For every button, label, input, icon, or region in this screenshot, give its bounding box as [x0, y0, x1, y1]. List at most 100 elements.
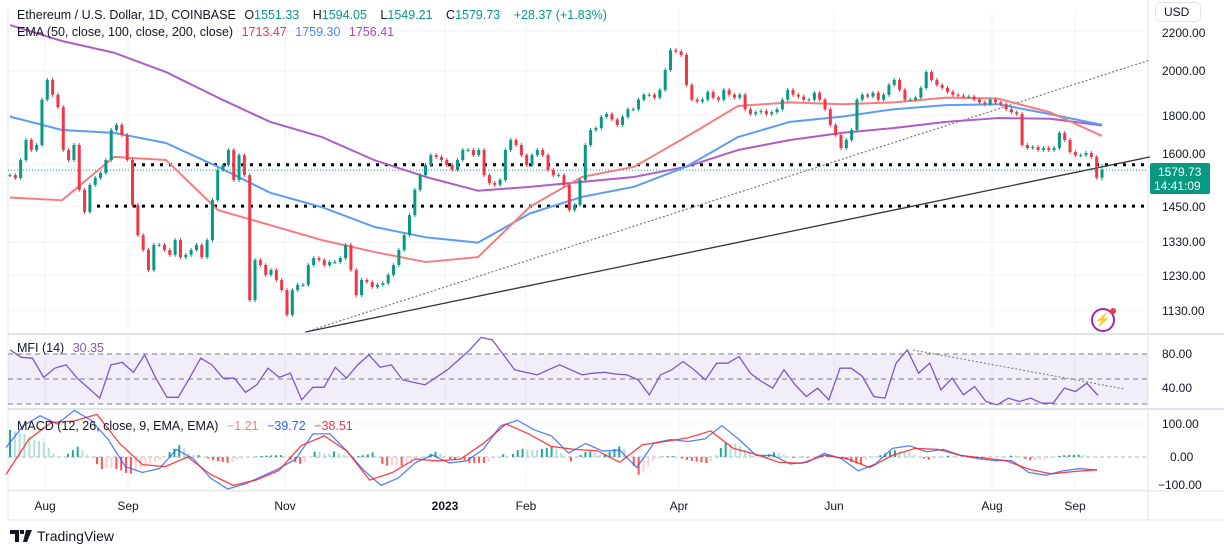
- ema100-value: 1759.30: [295, 25, 341, 39]
- candle: [924, 72, 928, 88]
- macd-histogram-bar: [366, 454, 369, 457]
- candle: [1041, 147, 1045, 151]
- tradingview-logo-icon: [10, 530, 32, 542]
- candle: [269, 270, 273, 275]
- candle: [120, 124, 124, 136]
- macd-histogram-bar: [560, 452, 563, 457]
- macd-tick: 0.00: [1170, 450, 1194, 464]
- candle: [514, 139, 518, 145]
- macd-histogram-bar: [550, 446, 553, 457]
- candle: [24, 139, 28, 161]
- macd-axis[interactable]: 100.00 0.00 −100.00: [1158, 417, 1202, 492]
- tradingview-logo[interactable]: TradingView: [10, 528, 114, 544]
- drawings[interactable]: [8, 59, 1151, 390]
- candle: [631, 109, 635, 111]
- mfi-axis[interactable]: 80.00 40.00: [1162, 347, 1192, 395]
- candle: [876, 92, 880, 100]
- candle: [1036, 146, 1040, 151]
- macd-histogram-bar: [444, 456, 447, 457]
- candle: [738, 94, 742, 98]
- price-axis[interactable]: 2200.00 2000.00 1800.00 1600.00 1450.00 …: [1150, 26, 1210, 318]
- candle: [296, 284, 300, 291]
- time-axis[interactable]: Aug Sep Nov 2023 Feb Apr Jun Aug Sep: [34, 499, 1086, 513]
- candle: [610, 114, 614, 120]
- candle: [903, 89, 907, 100]
- candle: [727, 89, 731, 95]
- macd-histogram-bar: [168, 451, 171, 457]
- candles: [8, 48, 1104, 317]
- macd-histogram-bar: [361, 455, 364, 457]
- candle: [173, 240, 177, 255]
- candle: [977, 99, 981, 103]
- candle: [748, 109, 752, 115]
- candle: [764, 111, 768, 115]
- macd-histogram-bar: [163, 457, 166, 458]
- candle: [658, 89, 662, 98]
- macd-histogram-bar: [758, 457, 761, 458]
- macd-histogram-bar: [652, 457, 655, 461]
- macd-histogram-bar: [594, 453, 597, 457]
- candle: [951, 91, 955, 95]
- ema200-value: 1756.41: [348, 25, 395, 39]
- time-tick: 2023: [432, 499, 459, 513]
- candle: [429, 155, 433, 165]
- currency-button[interactable]: USD: [1155, 2, 1201, 22]
- macd-histogram-bar: [985, 457, 988, 459]
- price-tick: 1330.00: [1162, 235, 1206, 249]
- candle: [962, 95, 966, 97]
- candle: [45, 79, 49, 100]
- macd-histogram-bar: [202, 456, 205, 458]
- candle: [578, 179, 582, 205]
- macd-histogram-bar: [618, 446, 621, 457]
- candle: [685, 54, 689, 85]
- macd-histogram-bar: [893, 450, 896, 457]
- candle: [599, 116, 603, 129]
- candle: [647, 94, 651, 96]
- symbol-legend[interactable]: Ethereum / U.S. Dollar, 1D, COINBASE O15…: [17, 8, 612, 22]
- price-tick: 1130.00: [1162, 304, 1205, 318]
- macd-histogram-bar: [38, 441, 41, 457]
- lightning-icon[interactable]: ⚡: [1091, 308, 1116, 332]
- macd-histogram-bar: [739, 446, 742, 457]
- candle: [40, 99, 44, 145]
- macd-histogram-bar: [516, 450, 519, 457]
- macd-histogram-bar: [603, 454, 606, 457]
- ema-label: EMA (50, close, 100, close, 200, close): [17, 25, 234, 39]
- candle: [1079, 155, 1083, 157]
- macd-histogram-bar: [274, 455, 277, 457]
- macd-histogram-bar: [540, 448, 543, 457]
- candle: [759, 111, 763, 113]
- time-tick: Nov: [274, 499, 295, 513]
- candle: [376, 284, 380, 287]
- macd-line: [5, 409, 1098, 490]
- macd-histogram-bar: [671, 455, 674, 457]
- candle: [381, 283, 385, 285]
- macd-histogram-bar: [579, 454, 582, 457]
- macd-histogram-bar: [990, 457, 993, 459]
- macd-legend[interactable]: MACD (12, 26, close, 9, EMA, EMA) −1.21 …: [17, 419, 358, 433]
- macd-histogram-bar: [598, 454, 601, 457]
- candle: [930, 72, 934, 80]
- candle: [653, 94, 657, 98]
- macd-histogram-bar: [536, 449, 539, 457]
- macd-histogram-bar: [337, 453, 340, 457]
- macd-histogram-bar: [129, 457, 132, 474]
- candle: [354, 270, 358, 296]
- macd-histogram-bar: [371, 452, 374, 457]
- mfi-legend[interactable]: MFI (14) 30.35: [17, 341, 109, 355]
- macd-histogram-bar: [521, 448, 524, 457]
- candle: [365, 279, 369, 283]
- ascending-trendline: [304, 156, 1151, 333]
- candle: [146, 249, 150, 271]
- candle: [115, 124, 119, 130]
- candle: [967, 96, 971, 98]
- ema200-line: [9, 24, 1103, 192]
- candle: [834, 124, 838, 136]
- candle: [706, 91, 710, 100]
- candle: [104, 160, 108, 173]
- macd-histogram-bar: [400, 457, 403, 466]
- ema-legend[interactable]: EMA (50, close, 100, close, 200, close) …: [17, 25, 399, 39]
- candle: [908, 99, 912, 101]
- macd-histogram-bar: [574, 457, 577, 459]
